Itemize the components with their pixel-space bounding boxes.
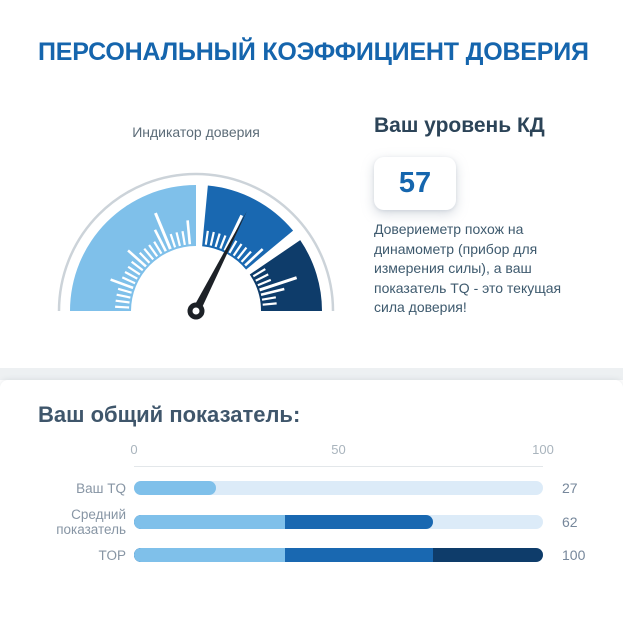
bar-track	[134, 548, 543, 562]
section-divider	[0, 368, 623, 380]
axis-tick-label: 0	[130, 442, 138, 457]
bar-row-label: TOP	[98, 548, 126, 563]
axis-line	[134, 466, 543, 467]
kd-level-heading: Ваш уровень КД	[374, 114, 545, 137]
bar-row-value: 27	[562, 480, 578, 496]
bar-track	[134, 481, 543, 495]
bar-row-label: Средний показатель	[56, 507, 126, 537]
gauge-title: Индикатор доверия	[132, 124, 260, 140]
bar-row-value: 62	[562, 514, 578, 530]
gauge-zone-low	[70, 185, 196, 311]
kd-score-card: 57	[374, 157, 456, 210]
gauge-pivot	[187, 302, 205, 320]
bar-segment	[134, 548, 286, 562]
bar-segment	[134, 515, 286, 529]
page-title: ПЕРСОНАЛЬНЫЙ КОЭФФИЦИЕНТ ДОВЕРИЯ	[38, 38, 589, 66]
overall-heading: Ваш общий показатель:	[38, 402, 301, 427]
kd-description: Довериеметр похож на динамометр (прибор …	[374, 221, 562, 315]
gauge-outline-arc	[57, 172, 335, 312]
bar-row-value: 100	[562, 547, 586, 563]
trust-gauge-chart	[57, 172, 335, 320]
axis-tick-label: 50	[331, 442, 346, 457]
overall-score-section: Ваш общий показатель: 0 50 100 Ваш TQ 27 Сре…	[0, 380, 623, 623]
kd-score-value: 57	[398, 167, 432, 199]
axis-tick-label: 100	[532, 442, 554, 457]
bar-row-label: Ваш TQ	[76, 481, 126, 496]
bar-chart-axis: 0 50 100	[130, 442, 553, 458]
bar-track	[134, 515, 543, 529]
gauge-needle	[189, 211, 247, 318]
bar-segment	[134, 481, 216, 495]
